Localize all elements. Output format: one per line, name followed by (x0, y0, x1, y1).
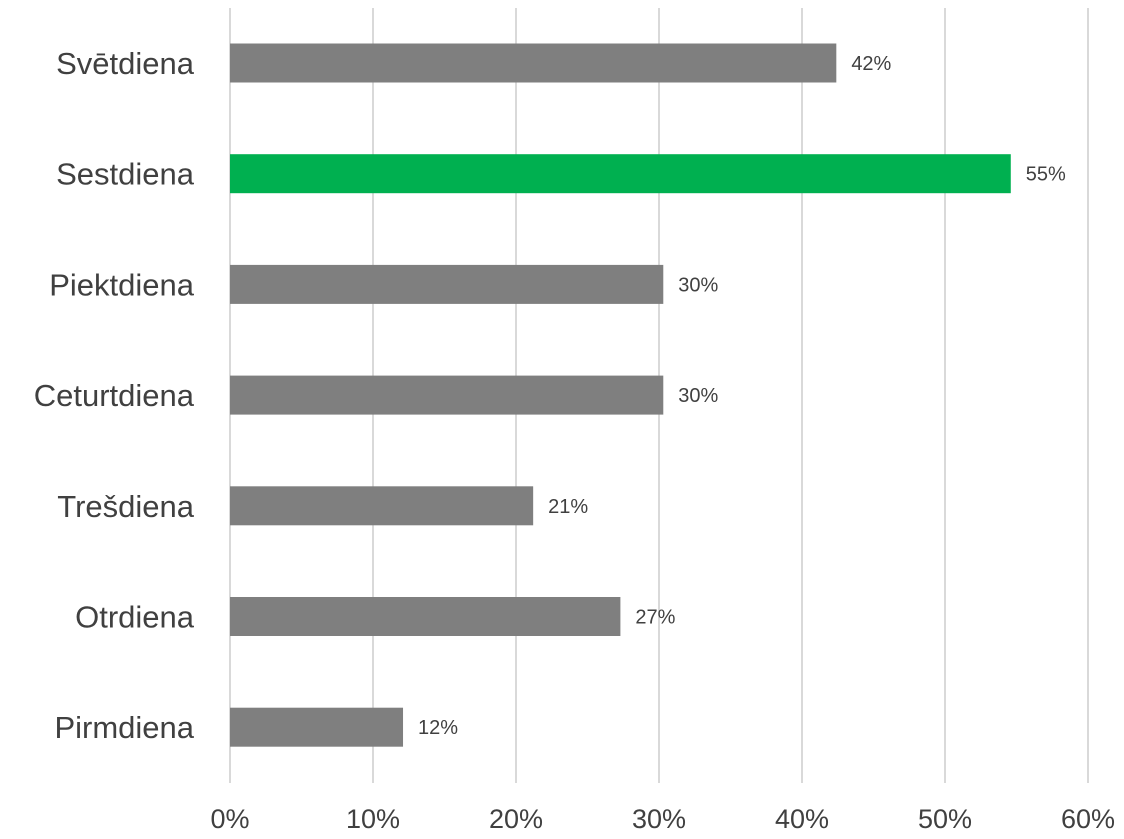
bar (230, 264, 664, 304)
category-label: Sestdiena (56, 157, 195, 192)
data-labels: 42% 55% 30% 30% 21% 27% 12% (418, 53, 1066, 739)
bar (230, 707, 404, 747)
x-axis-ticks: 0% 10% 20% 30% 40% 50% 60% (210, 804, 1115, 834)
x-tick-label: 0% (210, 804, 249, 834)
bars (230, 43, 1011, 747)
category-label: Pirmdiena (54, 710, 194, 745)
category-label: Otrdiena (75, 600, 195, 635)
data-label: 27% (635, 607, 675, 629)
bar (230, 154, 1011, 194)
data-label: 12% (418, 717, 458, 739)
x-tick-label: 60% (1061, 804, 1115, 834)
bar (230, 43, 837, 83)
x-tick-label: 10% (346, 804, 400, 834)
category-label: Ceturtdiena (34, 378, 195, 413)
x-tick-label: 30% (632, 804, 686, 834)
bar (230, 375, 664, 415)
x-tick-label: 40% (775, 804, 829, 834)
data-label: 30% (678, 385, 718, 407)
category-label: Svētdiena (56, 46, 195, 81)
x-tick-label: 50% (918, 804, 972, 834)
data-label: 42% (851, 53, 891, 75)
category-label: Piektdiena (49, 267, 195, 302)
data-label: 55% (1026, 164, 1066, 186)
category-labels: Svētdiena Sestdiena Piektdiena Ceturtdiena T… (34, 46, 195, 745)
data-label: 30% (678, 274, 718, 296)
bar (230, 486, 534, 526)
x-tick-label: 20% (489, 804, 543, 834)
category-label: Trešdiena (57, 489, 194, 524)
bar (230, 597, 621, 636)
data-label: 21% (548, 496, 588, 518)
